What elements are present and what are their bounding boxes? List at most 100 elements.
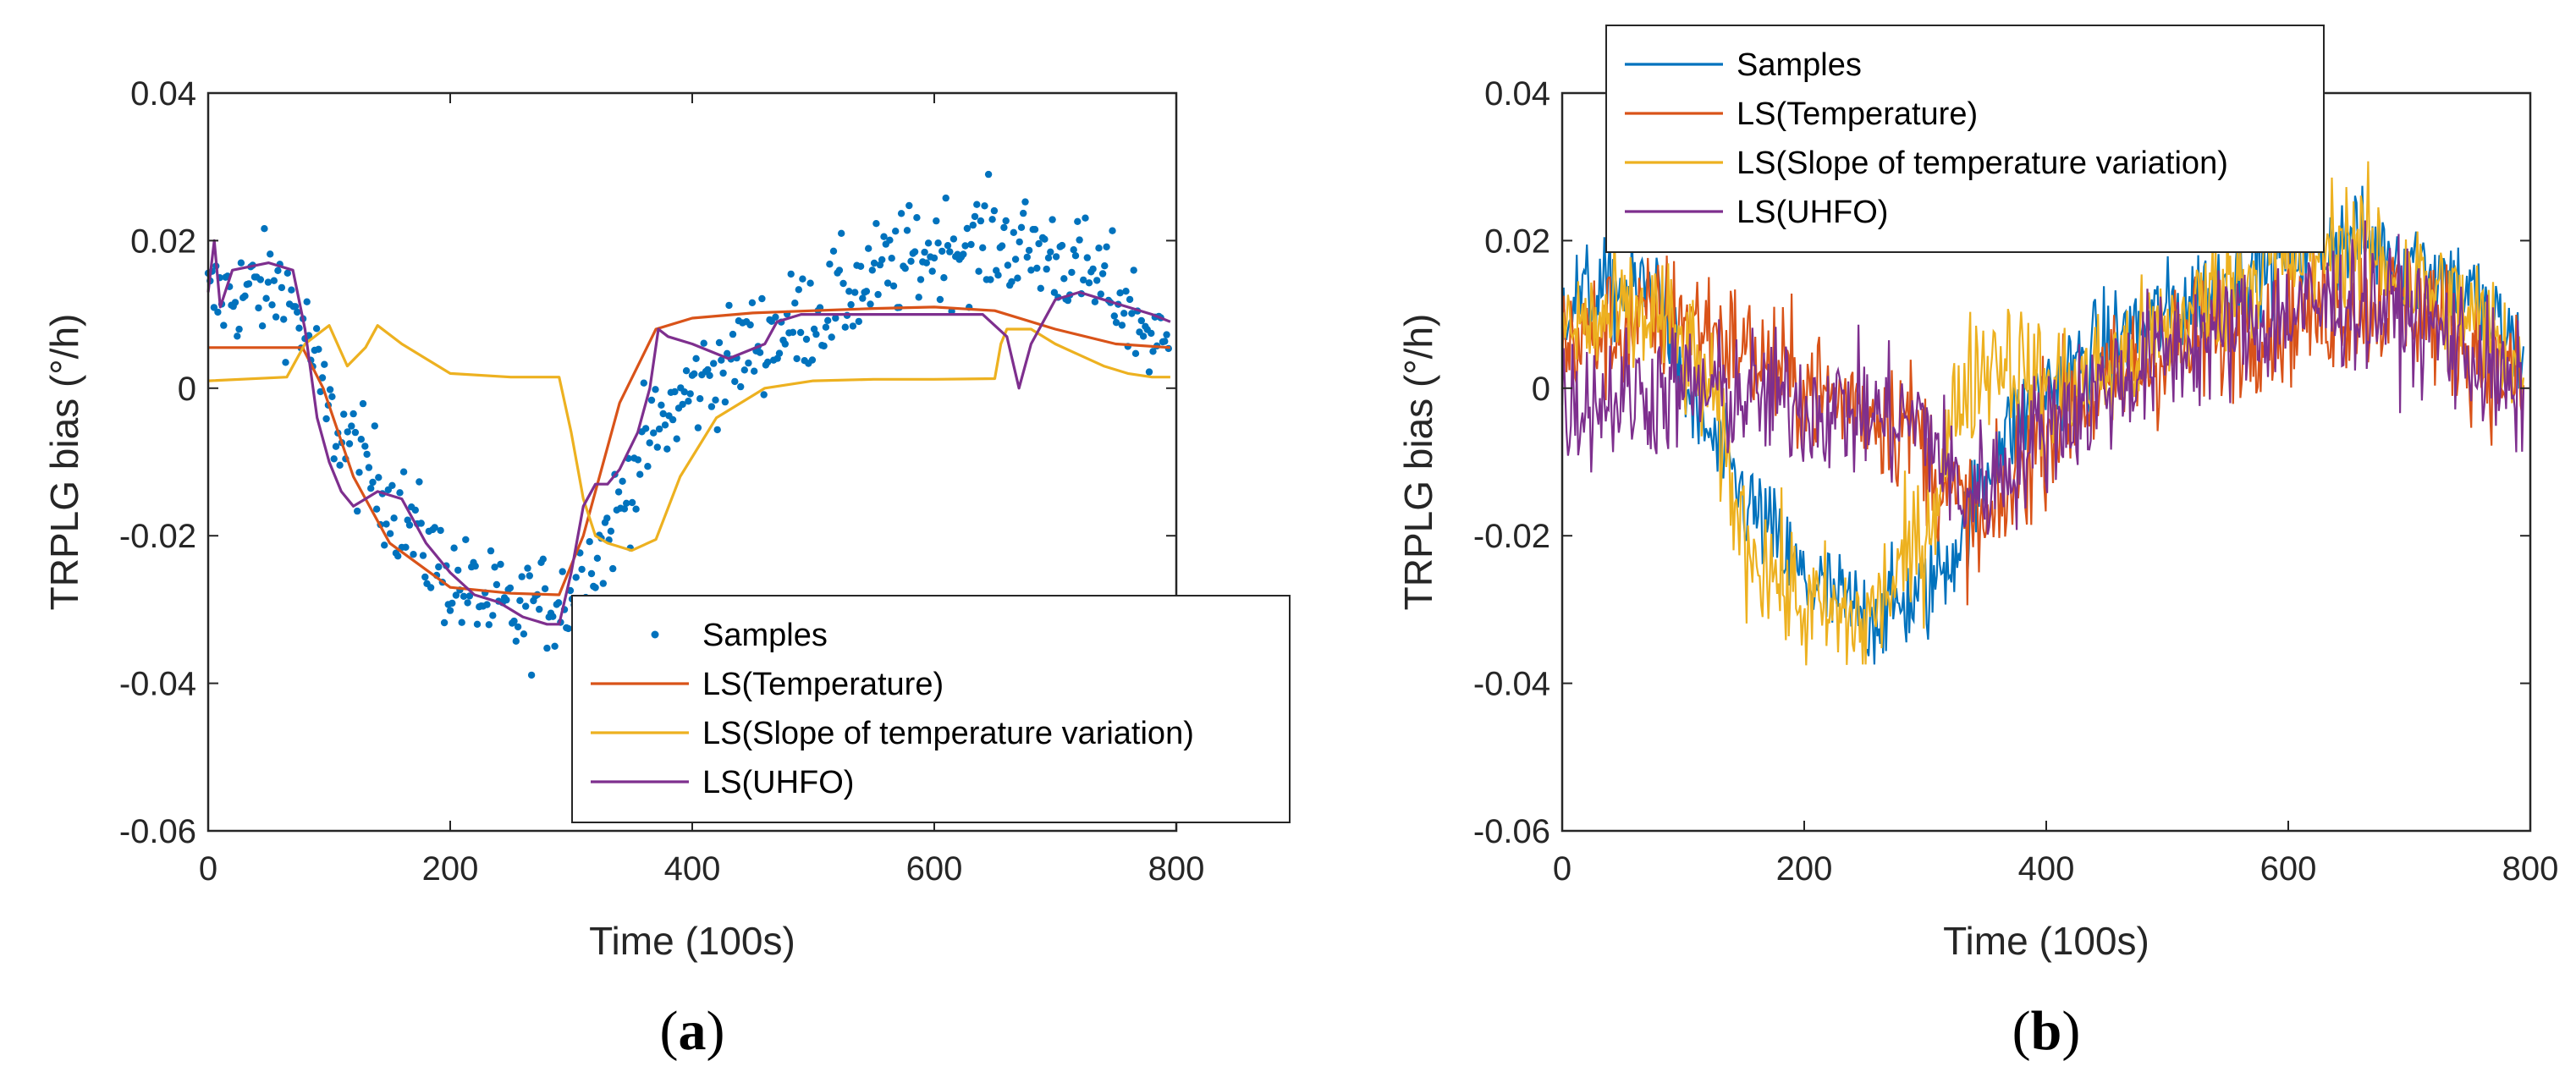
sample-point [822,323,830,331]
sample-point [261,225,268,233]
sample-point [1071,252,1080,260]
sample-point [640,379,647,387]
sample-point [593,554,602,562]
sample-point [653,443,661,451]
sample-point [915,294,922,301]
sample-point [838,229,845,237]
sample-point [326,386,334,393]
sample-point [781,340,789,348]
sample-point [330,455,338,463]
sample-point [522,602,530,610]
sample-point [489,612,497,619]
sample-point [450,544,458,552]
sample-point [1017,223,1026,231]
sample-point [396,489,404,497]
sample-point [1085,279,1093,287]
x-axis-label-b: Time (100s) [1943,919,2149,963]
sample-point [1052,253,1060,261]
sample-point [510,617,518,625]
sample-point [332,443,340,450]
x-tick-label: 800 [2502,850,2559,888]
sample-point [303,298,311,305]
sample-point [1089,265,1097,273]
sample-point [435,563,443,571]
sample-point [1064,296,1072,305]
legend-label: Samples [702,618,828,653]
sample-point [526,572,533,580]
sample-point [1112,319,1120,327]
sample-point [291,303,300,311]
sample-point [911,248,919,256]
x-tick-label: 800 [1148,850,1205,888]
sample-point [491,563,498,571]
sample-point [607,527,615,535]
sample-point [1095,245,1103,252]
sample-point [241,292,249,300]
sample-point [745,359,752,367]
sample-point [614,488,623,496]
sample-point [903,227,911,234]
sample-point [1023,253,1032,261]
sample-point [345,440,354,448]
y-tick-label: -0.04 [119,666,196,703]
sample-point [371,422,378,430]
sample-point [1049,216,1056,223]
sample-point [1093,277,1101,284]
sample-point [1082,214,1089,222]
sample-point [971,212,979,221]
sample-point [934,239,942,247]
x-tick-label: 200 [422,850,479,888]
sample-point [886,236,894,244]
sample-point [375,474,383,481]
sample-point [828,333,835,341]
series-ls-uhfo-line [206,239,1171,626]
sample-point [283,269,291,277]
sample-point [1010,228,1018,236]
sample-point [700,339,707,347]
legend-label: LS(UHFO) [1737,195,1888,230]
sample-point [949,235,958,243]
x-tick-label: 400 [2018,850,2075,888]
sample-point [944,242,952,250]
y-tick-label: 0.04 [1484,75,1550,113]
sample-point [1041,235,1049,243]
sample-point [1139,333,1148,340]
sample-point [694,424,702,432]
sample-point [1068,268,1076,277]
sample-point [1131,349,1140,357]
sample-point [1004,261,1012,269]
sample-point [916,276,925,283]
sample-point [851,289,859,296]
sample-point [824,316,832,324]
sample-point [354,507,361,515]
sample-point [603,514,611,522]
sample-point [772,313,779,321]
sample-point [994,272,1002,279]
sample-point [503,596,510,604]
sample-point [812,330,820,338]
sample-point [826,261,834,268]
sample-point [975,267,983,275]
y-tick-label: -0.02 [119,518,196,555]
sample-point [487,547,495,555]
sample-point [1128,310,1136,317]
sample-point [1025,246,1033,255]
sample-point [1050,289,1059,296]
sample-point [536,605,543,613]
sample-point [1101,262,1109,270]
sample-point [295,324,303,332]
sample-point [652,386,659,393]
sample-point [1091,298,1099,305]
sample-point [363,450,371,459]
sample-point [351,428,360,437]
sample-point [609,564,617,573]
sample-point [355,469,363,476]
legend-a: Samples LS(Temperature) LS(Slope of temper… [571,595,1291,823]
sample-point [278,283,286,292]
panel-label-b: (b) [2012,1000,2081,1062]
sample-point [411,506,419,514]
sample-point [1076,236,1083,244]
sample-point [883,279,892,287]
legend-label: LS(Temperature) [702,667,944,702]
sample-point [315,345,322,353]
